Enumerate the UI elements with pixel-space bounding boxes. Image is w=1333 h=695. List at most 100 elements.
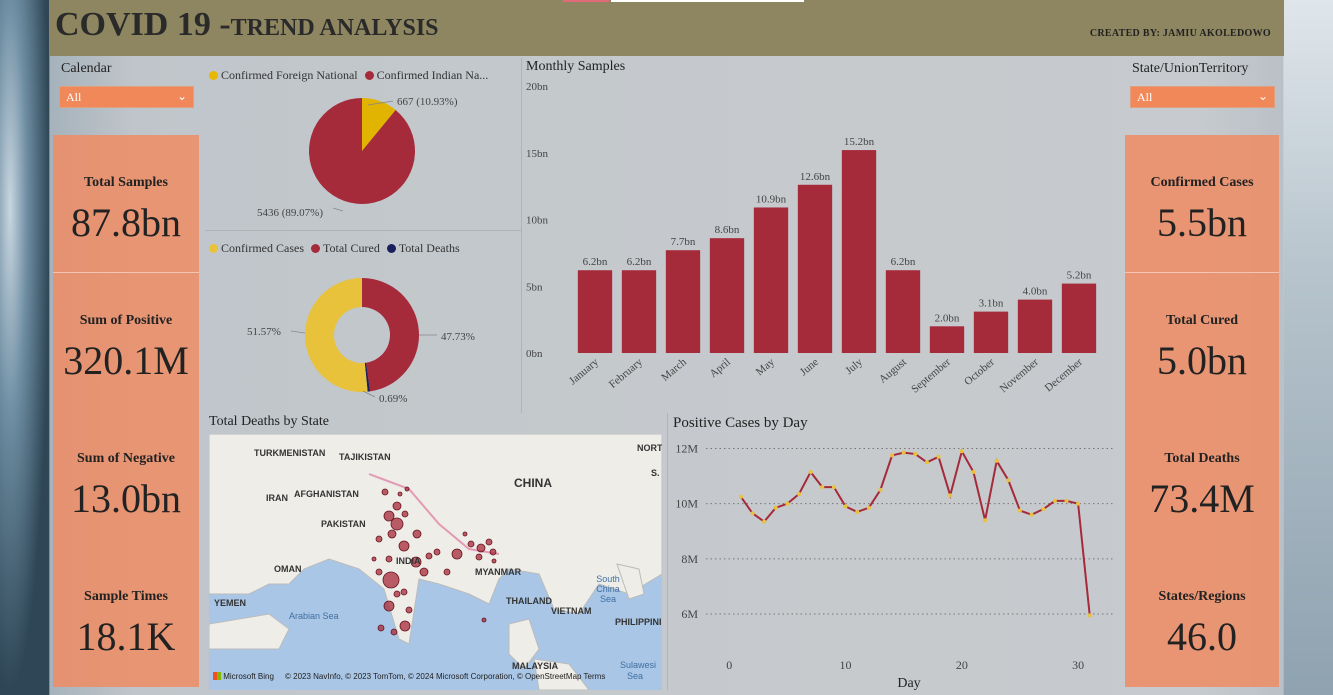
line-point[interactable] bbox=[831, 485, 836, 490]
map-bubble[interactable] bbox=[489, 548, 497, 556]
line-point[interactable] bbox=[1017, 508, 1022, 513]
line-point[interactable] bbox=[924, 460, 929, 465]
bar-may[interactable] bbox=[753, 207, 789, 353]
line-path[interactable] bbox=[740, 448, 1091, 616]
map-bubble[interactable] bbox=[425, 552, 433, 560]
line-point[interactable] bbox=[820, 485, 825, 490]
map-bubble[interactable] bbox=[481, 617, 487, 623]
map-bubble[interactable] bbox=[397, 491, 403, 497]
map-bubble[interactable] bbox=[371, 556, 377, 562]
line-point[interactable] bbox=[971, 469, 976, 474]
calendar-dropdown[interactable]: All ⌄ bbox=[59, 86, 194, 108]
line-point[interactable] bbox=[959, 449, 964, 454]
bar-january[interactable] bbox=[577, 270, 613, 353]
pie2-slice[interactable] bbox=[305, 278, 368, 392]
bar-september[interactable] bbox=[929, 326, 965, 353]
map-bubble[interactable] bbox=[451, 548, 463, 560]
map-bubble[interactable] bbox=[393, 590, 401, 598]
line-point[interactable] bbox=[1052, 498, 1057, 503]
map-label: TAJIKISTAN bbox=[339, 452, 391, 462]
map-bubble[interactable] bbox=[433, 548, 441, 556]
map-bubble[interactable] bbox=[400, 588, 408, 596]
line-point[interactable] bbox=[1064, 498, 1069, 503]
map-bubble[interactable] bbox=[419, 567, 429, 577]
map-bubble[interactable] bbox=[401, 510, 409, 518]
line-point[interactable] bbox=[901, 450, 906, 455]
map-bubble[interactable] bbox=[381, 488, 389, 496]
bar-february[interactable] bbox=[621, 270, 657, 353]
bar-june[interactable] bbox=[797, 184, 833, 353]
line-point[interactable] bbox=[855, 509, 860, 514]
map-bubble[interactable] bbox=[377, 624, 385, 632]
map-bubble[interactable] bbox=[375, 535, 383, 543]
map-bubble[interactable] bbox=[398, 540, 410, 552]
bar-august[interactable] bbox=[885, 270, 921, 353]
line-point[interactable] bbox=[762, 519, 767, 524]
line-point[interactable] bbox=[866, 505, 871, 510]
map-bubble[interactable] bbox=[399, 620, 411, 632]
pie1-slice[interactable] bbox=[309, 98, 415, 204]
map-bubble[interactable] bbox=[383, 600, 395, 612]
pie2-slice[interactable] bbox=[364, 362, 371, 392]
state-dropdown[interactable]: All ⌄ bbox=[1130, 86, 1275, 108]
map-bubble[interactable] bbox=[404, 486, 410, 492]
line-point[interactable] bbox=[913, 452, 918, 457]
map-label: MALAYSIA bbox=[512, 661, 559, 671]
line-point[interactable] bbox=[785, 501, 790, 506]
map-bubble[interactable] bbox=[405, 606, 413, 614]
map-bubble[interactable] bbox=[443, 568, 451, 576]
line-point[interactable] bbox=[1041, 507, 1046, 512]
nationality-pie-visual[interactable]: Confirmed Foreign National Confirmed Ind… bbox=[205, 58, 522, 231]
monthly-samples-visual[interactable]: Monthly Samples 0bn 5bn 10bn 15bn 20bn 6.2bn… bbox=[521, 58, 1119, 411]
bar-november[interactable] bbox=[1017, 299, 1053, 353]
line-point[interactable] bbox=[936, 454, 941, 459]
line-point[interactable] bbox=[1029, 512, 1034, 517]
pie1-label-large: 5436 (89.07%) bbox=[257, 207, 323, 219]
map-bubble[interactable] bbox=[485, 538, 493, 546]
outcomes-donut-visual[interactable]: Confirmed Cases Total Cured Total Deaths… bbox=[205, 231, 522, 413]
line-point[interactable] bbox=[797, 492, 802, 497]
map-bubble[interactable] bbox=[491, 558, 497, 564]
map-bubble[interactable] bbox=[410, 556, 422, 568]
map-bubble[interactable] bbox=[462, 531, 468, 537]
line-point[interactable] bbox=[773, 505, 778, 510]
deaths-map[interactable]: TURKMENISTAN TAJIKISTAN AFGHANISTAN IRAN… bbox=[209, 434, 662, 690]
line-point[interactable] bbox=[1076, 501, 1081, 506]
bar-april[interactable] bbox=[709, 238, 745, 353]
line-point[interactable] bbox=[738, 494, 743, 499]
bar-december[interactable] bbox=[1061, 283, 1097, 353]
line-point[interactable] bbox=[983, 518, 988, 523]
line-point[interactable] bbox=[994, 458, 999, 463]
bar-march[interactable] bbox=[665, 250, 701, 353]
map-bubble[interactable] bbox=[382, 571, 400, 589]
positive-cases-visual[interactable]: Positive Cases by Day 6M 8M 10M 12M 0 10 20 30 … bbox=[667, 413, 1120, 690]
map-bubble[interactable] bbox=[387, 529, 397, 539]
map-bubble[interactable] bbox=[476, 543, 486, 553]
map-bubble[interactable] bbox=[385, 555, 393, 563]
map-bubble[interactable] bbox=[475, 553, 483, 561]
map-bubble[interactable] bbox=[392, 501, 402, 511]
kpi-label: Sample Times bbox=[84, 589, 168, 604]
map-attribution[interactable]: © 2023 NavInfo, © 2023 TomTom, © 2024 Mi… bbox=[285, 672, 606, 681]
map-bubble[interactable] bbox=[383, 510, 395, 522]
line-point[interactable] bbox=[948, 493, 953, 498]
line-point[interactable] bbox=[1087, 613, 1092, 618]
kpi-divider bbox=[53, 272, 199, 273]
map-bubble[interactable] bbox=[390, 517, 404, 531]
map-bubble[interactable] bbox=[467, 540, 475, 548]
map-label: AFGHANISTAN bbox=[294, 489, 359, 499]
line-point[interactable] bbox=[890, 453, 895, 458]
map-bubble[interactable] bbox=[375, 568, 383, 576]
line-point[interactable] bbox=[878, 487, 883, 492]
map-bubble[interactable] bbox=[390, 628, 398, 636]
line-point[interactable] bbox=[843, 504, 848, 509]
line-point[interactable] bbox=[1006, 478, 1011, 483]
pie2-slice[interactable] bbox=[362, 278, 420, 392]
pie1-slice[interactable] bbox=[362, 98, 396, 151]
bar-july[interactable] bbox=[841, 150, 877, 353]
map-bubble[interactable] bbox=[412, 529, 422, 539]
line-chart-title: Positive Cases by Day bbox=[673, 415, 808, 431]
line-point[interactable] bbox=[750, 511, 755, 516]
line-point[interactable] bbox=[808, 469, 813, 474]
bar-october[interactable] bbox=[973, 311, 1009, 353]
